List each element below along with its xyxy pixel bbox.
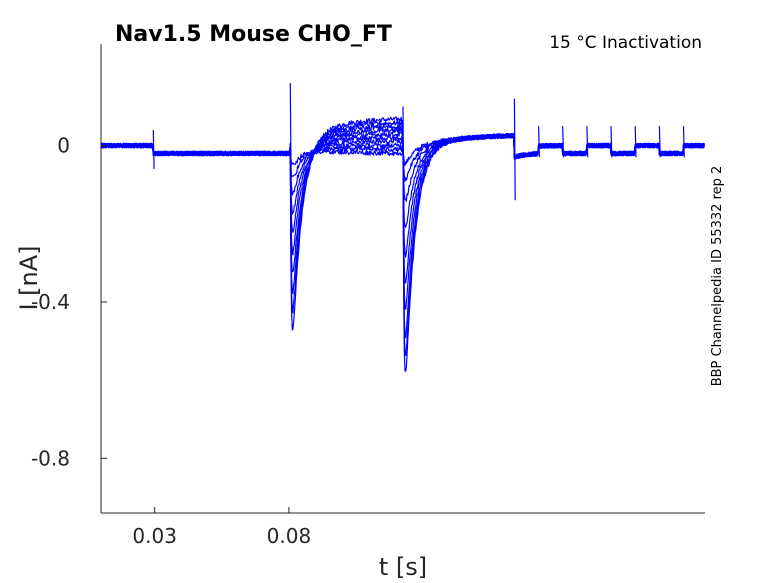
x-ticks: 0.03 0.08 bbox=[132, 507, 311, 548]
capacitive-transient bbox=[610, 126, 613, 158]
current-trace bbox=[100, 133, 705, 372]
capacitive-transient bbox=[538, 126, 540, 158]
y-tick-label: -0.4 bbox=[31, 290, 70, 314]
y-tick-label: 0 bbox=[57, 134, 70, 158]
x-axis-label: t [s] bbox=[379, 553, 427, 581]
capacitive-transient bbox=[152, 129, 155, 170]
chart-title: Nav1.5 Mouse CHO_FT bbox=[115, 22, 392, 47]
capacitive-transient bbox=[513, 98, 516, 201]
capacitive-transient bbox=[586, 126, 589, 158]
capacitive-transient bbox=[402, 106, 405, 209]
y-ticks: 0 -0.4 -0.8 bbox=[31, 134, 107, 470]
y-axis-label: I [nA] bbox=[15, 245, 43, 310]
axes bbox=[100, 44, 705, 514]
x-tick-label: 0.03 bbox=[132, 524, 177, 548]
side-note: BBP Channelpedia ID 55332 rep 2 bbox=[710, 166, 725, 387]
capacitive-transient bbox=[289, 83, 292, 185]
y-tick-label: -0.8 bbox=[31, 446, 70, 470]
capacitive-transient bbox=[682, 126, 685, 158]
capacitive-transient bbox=[562, 126, 565, 158]
traces bbox=[100, 83, 705, 372]
capacitive-transient bbox=[658, 126, 661, 158]
capacitive-transient bbox=[634, 126, 637, 158]
chart-subtitle: 15 °C Inactivation bbox=[549, 33, 702, 53]
x-tick-label: 0.08 bbox=[267, 524, 312, 548]
